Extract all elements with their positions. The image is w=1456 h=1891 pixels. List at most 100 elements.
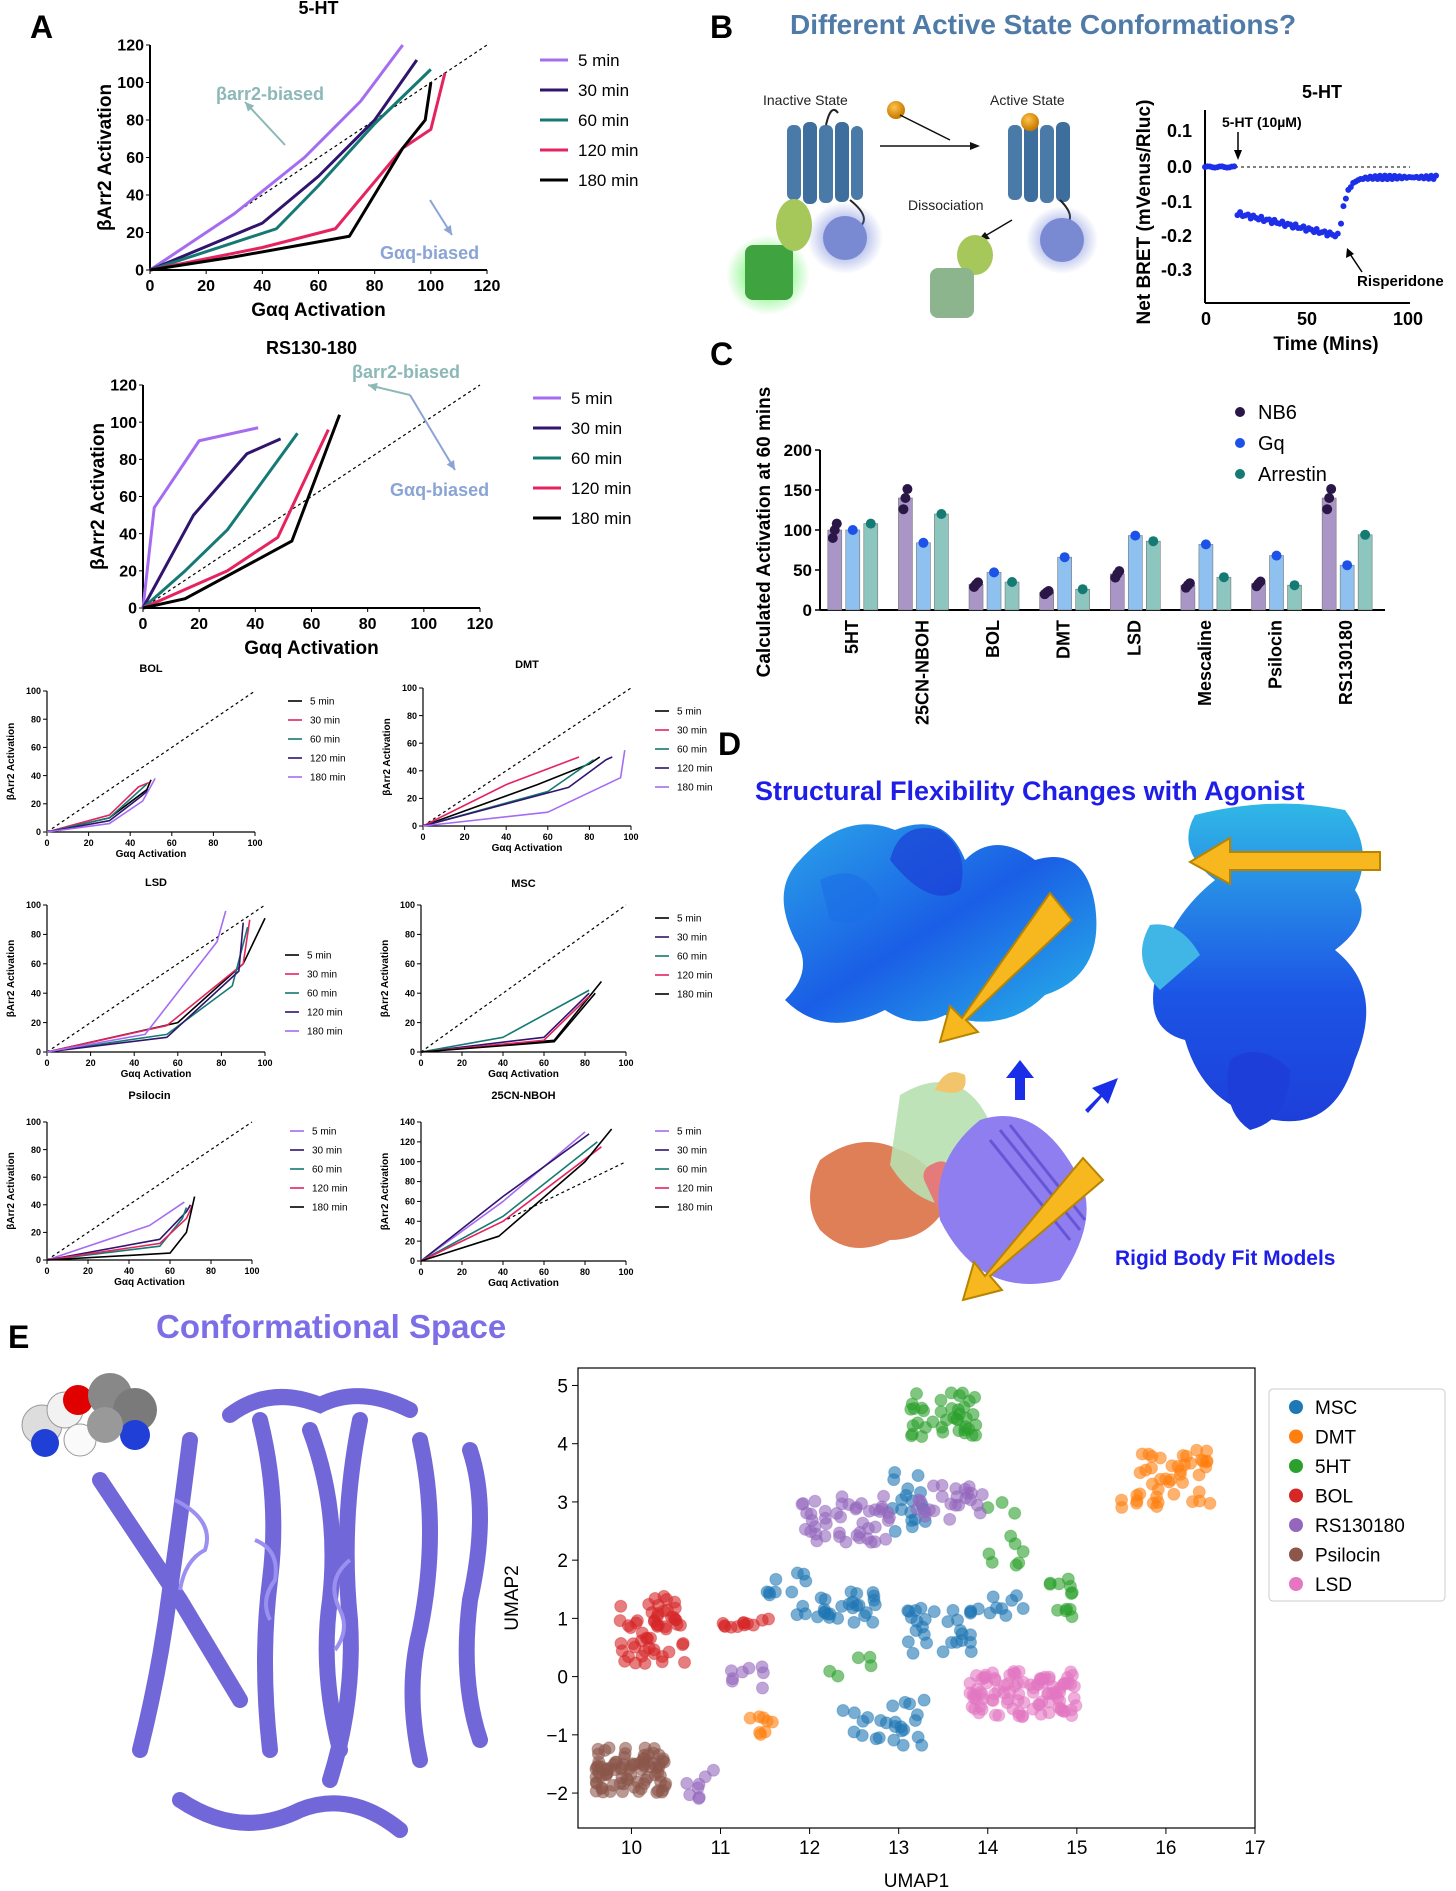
a2-legend-label-4: 180 min bbox=[571, 509, 631, 528]
e-ytick-label: 3 bbox=[557, 1493, 568, 1514]
c-category-label-1: 25CN-NBOH bbox=[912, 620, 932, 725]
e-point-0 bbox=[911, 1469, 925, 1483]
c-point-1-1 bbox=[918, 537, 929, 548]
inactive-receptor-illustration bbox=[787, 109, 865, 231]
panel-label-e: E bbox=[8, 1319, 29, 1355]
e-point-2 bbox=[969, 1418, 983, 1432]
panel-d-title: Structural Flexibility Changes with Agon… bbox=[755, 776, 1305, 806]
c-replicate-2 bbox=[973, 577, 984, 588]
e-point-0 bbox=[790, 1608, 804, 1622]
psi-series-1 bbox=[46, 1204, 192, 1261]
msc-xtick-label: 20 bbox=[457, 1058, 467, 1068]
a2-annotation-1: Gαq-biased bbox=[390, 480, 489, 500]
cn-legend-label-4: 180 min bbox=[677, 1203, 713, 1214]
e-point-0 bbox=[950, 1635, 964, 1649]
dmt-xlabel: Gαq Activation bbox=[492, 843, 563, 854]
msc-xtick-label: 60 bbox=[539, 1058, 549, 1068]
dmt-xtick-label: 60 bbox=[543, 832, 553, 842]
e-point-4 bbox=[725, 1674, 739, 1688]
psi-ytick-label: 40 bbox=[31, 1200, 41, 1210]
psi-title: Psilocin bbox=[128, 1090, 170, 1102]
c-point-1-3 bbox=[1059, 552, 1070, 563]
e-point-5 bbox=[619, 1741, 633, 1755]
e-point-0 bbox=[910, 1708, 924, 1722]
msc-ytick-label: 100 bbox=[400, 900, 415, 910]
e-ytick-label: 2 bbox=[557, 1551, 568, 1572]
e-point-0 bbox=[906, 1646, 920, 1660]
bret-point bbox=[1342, 195, 1349, 202]
a1-xtick-label: 0 bbox=[146, 278, 155, 295]
bol-ytick-label: 20 bbox=[31, 799, 41, 809]
e-point-4 bbox=[882, 1510, 896, 1524]
cn-xtick-label: 100 bbox=[618, 1267, 633, 1277]
e-point-1 bbox=[1162, 1475, 1176, 1489]
e-point-0 bbox=[915, 1738, 929, 1752]
e-point-6 bbox=[1017, 1696, 1031, 1710]
cn-series-3 bbox=[420, 1146, 602, 1262]
bol-legend-label-2: 60 min bbox=[310, 735, 340, 746]
a1-legend-label-1: 30 min bbox=[578, 81, 629, 100]
e-point-5 bbox=[630, 1775, 644, 1789]
lsd-ytick-label: 40 bbox=[31, 988, 41, 998]
cn-ytick-label: 80 bbox=[405, 1177, 415, 1187]
e-point-2 bbox=[936, 1425, 950, 1439]
dmt-ytick-label: 40 bbox=[407, 766, 417, 776]
legend-dot-nb6 bbox=[1235, 407, 1245, 417]
e-point-0 bbox=[917, 1693, 931, 1707]
e-point-2 bbox=[1008, 1506, 1022, 1520]
psi-legend-label-0: 5 min bbox=[312, 1127, 336, 1138]
lsd-series-1 bbox=[46, 919, 251, 1053]
c-bar-1-4 bbox=[1127, 535, 1143, 611]
legend-dot-arrestin bbox=[1235, 469, 1245, 479]
e-point-0 bbox=[859, 1606, 873, 1620]
lsd-series-2 bbox=[46, 926, 249, 1053]
e-point-0 bbox=[963, 1628, 977, 1642]
a1-series-4 bbox=[149, 82, 433, 272]
c-replicate-3 bbox=[1043, 585, 1054, 596]
c-replicate-4 bbox=[1114, 566, 1125, 577]
arrow-up bbox=[1006, 1060, 1034, 1100]
e-point-4 bbox=[680, 1776, 694, 1790]
a1-bias-arrow-0 bbox=[244, 101, 286, 146]
e-point-4 bbox=[973, 1506, 987, 1520]
panel-e-title: Conformational Space bbox=[156, 1308, 506, 1345]
psi-xlabel: Gαq Activation bbox=[114, 1277, 185, 1288]
luciferase-shape bbox=[823, 216, 867, 260]
c-ylabel: Calculated Activation at 60 mins bbox=[754, 387, 775, 678]
c-bar-1-5 bbox=[1198, 544, 1214, 611]
c-replicate-6 bbox=[1255, 576, 1266, 587]
msc-ytick-label: 80 bbox=[405, 930, 415, 940]
bol-xtick-label: 40 bbox=[125, 838, 135, 848]
e-point-2 bbox=[1064, 1587, 1078, 1601]
e-point-0 bbox=[936, 1645, 950, 1659]
lsd-diagonal bbox=[46, 904, 266, 1053]
dmt-series-1 bbox=[422, 756, 580, 827]
bol-series-3 bbox=[46, 789, 150, 833]
cn-series-4 bbox=[420, 1128, 613, 1262]
umap-legend: MSC DMT 5HT BOL RS130180 Psilocin LSD bbox=[1268, 1388, 1446, 1602]
arrow-diagonal-1 bbox=[938, 891, 1074, 1044]
e-point-3 bbox=[676, 1636, 690, 1650]
c-category-label-3: DMT bbox=[1054, 620, 1074, 659]
e-point-6 bbox=[1042, 1670, 1056, 1684]
e-point-5 bbox=[613, 1776, 627, 1790]
msc-title: MSC bbox=[511, 878, 536, 890]
arrow-up-right bbox=[1085, 1078, 1118, 1113]
e-point-4 bbox=[833, 1530, 847, 1544]
c-bar-2-4 bbox=[1145, 540, 1161, 611]
chart-25cn-nboh: 0 20 40 60 80 100 0 20 40 60 80 100 120 140 25CN-NBOH G… bbox=[380, 1090, 713, 1289]
e-legend-dot-4 bbox=[1289, 1518, 1303, 1532]
msc-ylabel: βArr2 Activation bbox=[380, 940, 391, 1017]
e-point-3 bbox=[618, 1654, 632, 1668]
e-point-6 bbox=[1016, 1709, 1030, 1723]
e-ytick-label: −2 bbox=[546, 1784, 568, 1805]
dmt-xtick-label: 40 bbox=[501, 832, 511, 842]
c-replicate-1 bbox=[898, 504, 909, 515]
e-point-3 bbox=[647, 1643, 661, 1657]
e-point-1 bbox=[756, 1711, 770, 1725]
e-point-1 bbox=[1176, 1448, 1190, 1462]
lsd-ytick-label: 60 bbox=[31, 959, 41, 969]
lsd-legend-label-3: 120 min bbox=[307, 1008, 343, 1019]
lsd-legend-label-1: 30 min bbox=[307, 970, 337, 981]
e-point-3 bbox=[655, 1655, 669, 1669]
